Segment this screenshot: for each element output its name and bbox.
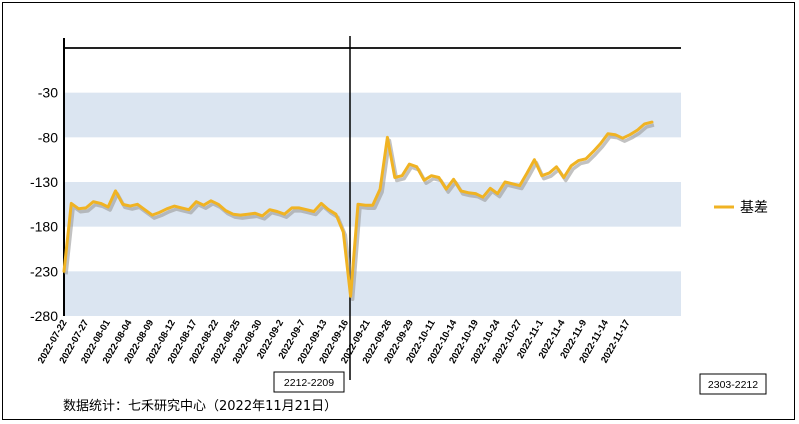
y-tick-label-1: -80 — [38, 129, 58, 145]
contract-right-label: 2303-2212 — [708, 379, 758, 391]
legend-label: 基差 — [740, 199, 768, 216]
series-shadow — [64, 123, 655, 302]
contract-split-label: 2212-2209 — [284, 377, 334, 389]
y-tick-label-2: -130 — [30, 174, 58, 190]
y-tick-label-3: -180 — [30, 219, 58, 235]
shaded-band-2 — [64, 271, 681, 316]
legend: 基差 — [714, 199, 768, 216]
series-group — [62, 120, 655, 302]
shaded-bands — [64, 92, 681, 316]
source-note: 数据统计：七禾研究中心（2022年11月21日） — [63, 399, 337, 414]
y-tick-label-0: -30 — [38, 85, 58, 101]
series-line-basis — [62, 120, 654, 298]
x-axis-ticks: 2022-07-222022-07-272022-08-012022-08-04… — [36, 317, 633, 365]
y-axis-ticks: -30 -80 -130 -180 -230 -280 — [30, 85, 58, 324]
y-tick-label-5: -280 — [30, 308, 58, 324]
contract-labels: 2212-2209 2303-2212 — [273, 371, 767, 395]
contract-right-box — [699, 373, 767, 395]
shaded-band-0 — [64, 92, 681, 138]
y-tick-label-4: -230 — [30, 263, 58, 279]
contract-split-box — [273, 371, 345, 393]
